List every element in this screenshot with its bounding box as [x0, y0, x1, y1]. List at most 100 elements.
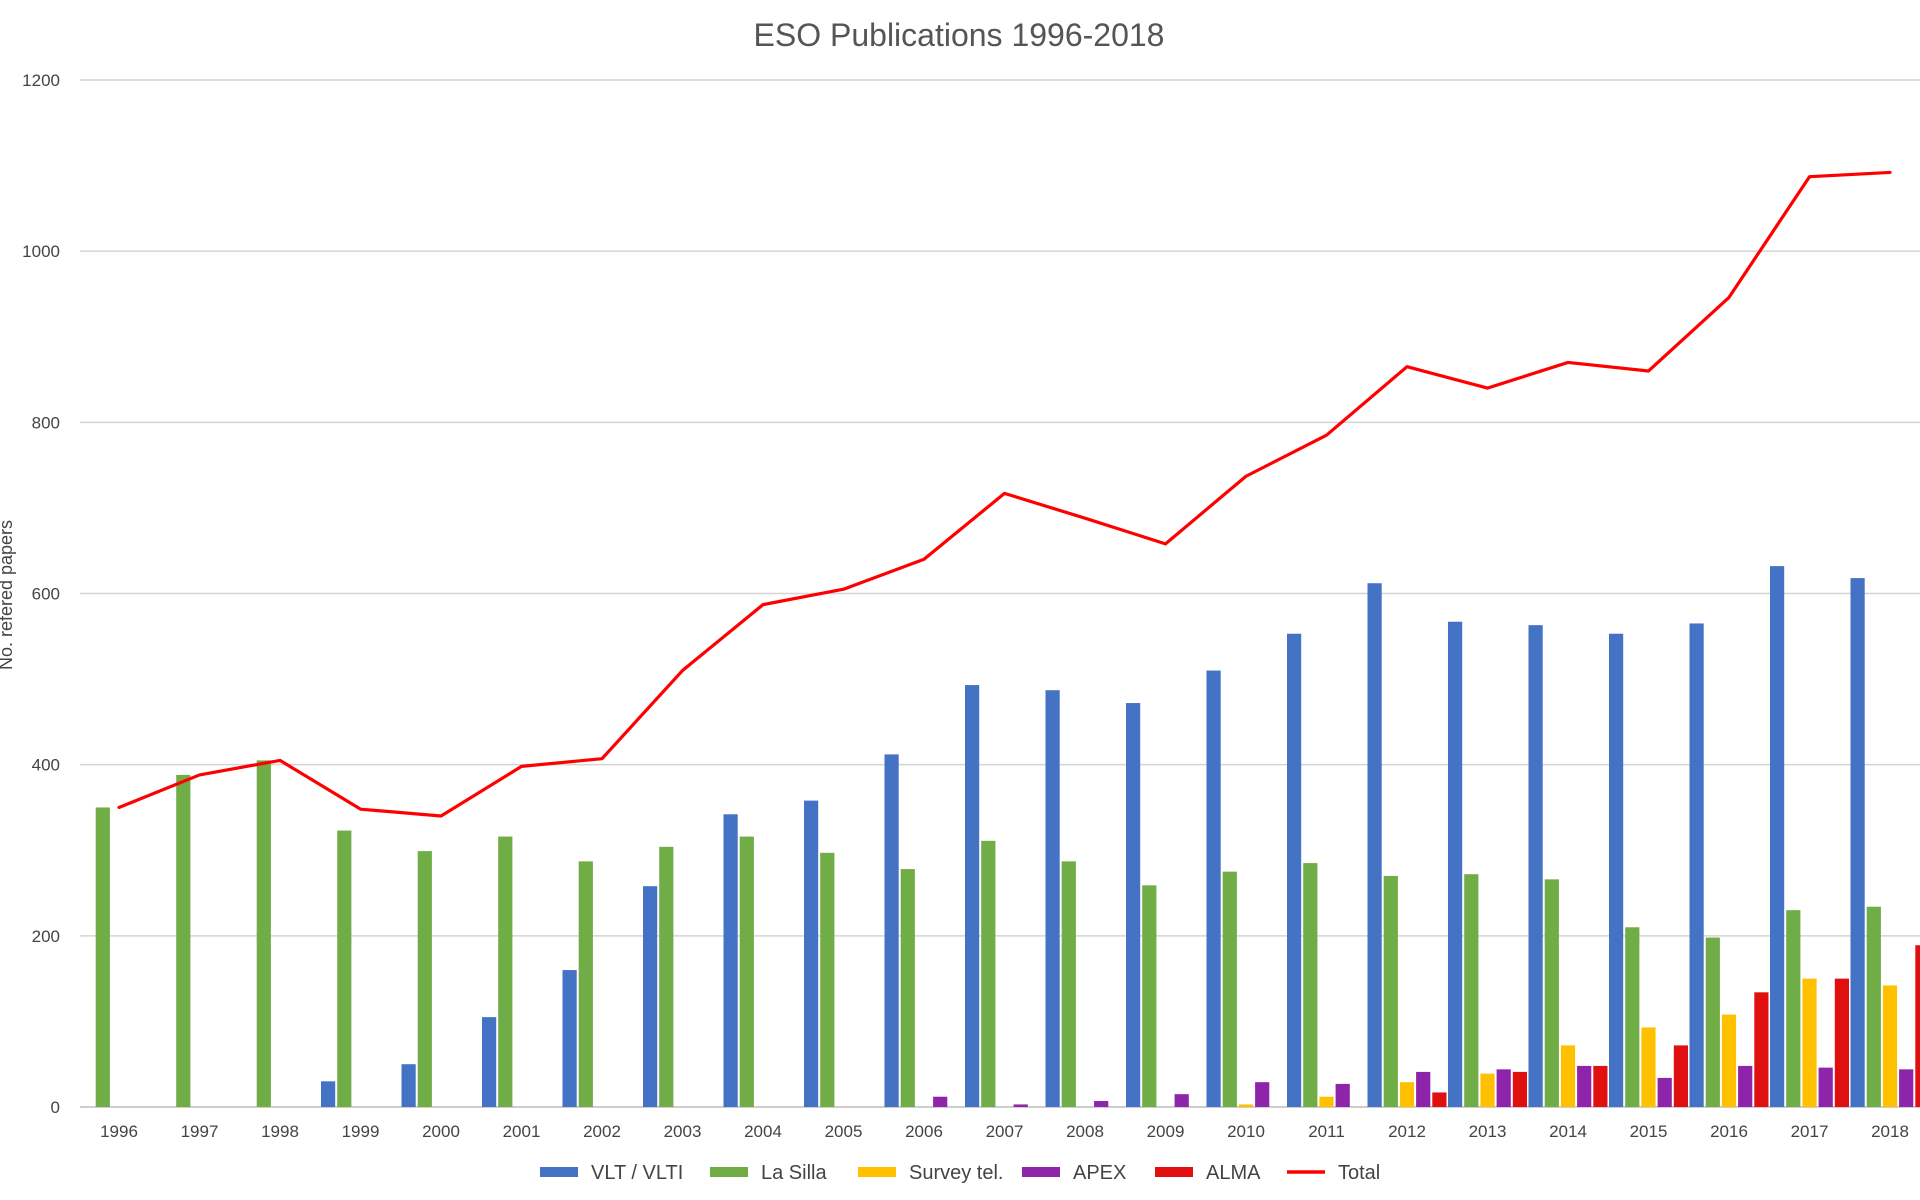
x-tick-label: 2009 — [1147, 1122, 1185, 1141]
bar-apex-2013 — [1496, 1069, 1511, 1107]
x-tick-label: 2013 — [1469, 1122, 1507, 1141]
bar-alma-2015 — [1673, 1045, 1688, 1107]
bar-vlt-vlti-2016 — [1689, 623, 1704, 1107]
bar-la-silla-2001 — [498, 836, 513, 1107]
bar-la-silla-2010 — [1222, 871, 1237, 1107]
bar-vlt-vlti-2014 — [1528, 625, 1543, 1107]
bar-la-silla-2008 — [1061, 861, 1076, 1107]
legend-label: Survey tel. — [909, 1162, 1003, 1184]
x-tick-label: 2014 — [1549, 1122, 1587, 1141]
x-axis-ticks: 1996 1997 1998 1999 2000 2001 2002 2003 2004 2005… — [100, 1122, 1909, 1141]
bar-survey-tel--2010 — [1238, 1104, 1254, 1107]
bar-survey-tel--2014 — [1560, 1045, 1576, 1107]
bar-la-silla-2011 — [1303, 863, 1318, 1107]
bar-apex-2007 — [1013, 1104, 1028, 1107]
chart-title: ESO Publications 1996-2018 — [754, 17, 1165, 53]
bar-apex-2010 — [1255, 1082, 1270, 1107]
x-tick-label: 2000 — [422, 1122, 460, 1141]
legend: VLT / VLTI La Silla Survey tel. APEX ALMA Tot… — [540, 1162, 1380, 1184]
legend-item-la-silla: La Silla — [710, 1162, 827, 1184]
bar-survey-tel--2012 — [1399, 1082, 1415, 1107]
x-tick-label: 1999 — [342, 1122, 380, 1141]
bar-la-silla-2000 — [417, 851, 432, 1107]
y-axis-ticks: 0 200 400 600 800 1000 1200 — [22, 71, 60, 1117]
x-tick-label: 2010 — [1227, 1122, 1265, 1141]
legend-item-alma: ALMA — [1155, 1162, 1261, 1184]
bar-apex-2008 — [1094, 1101, 1109, 1107]
bar-vlt-vlti-1999 — [321, 1081, 336, 1107]
bar-vlt-vlti-2006 — [884, 754, 899, 1107]
x-tick-label: 2018 — [1871, 1122, 1909, 1141]
legend-label: VLT / VLTI — [591, 1162, 683, 1184]
bar-la-silla-2013 — [1464, 874, 1479, 1107]
bar-apex-2014 — [1577, 1065, 1592, 1107]
bar-la-silla-2004 — [739, 836, 754, 1107]
y-axis-label: No. refered papers — [0, 520, 16, 670]
x-tick-label: 2016 — [1710, 1122, 1748, 1141]
line-total — [117, 170, 1892, 818]
bar-vlt-vlti-2008 — [1045, 690, 1060, 1107]
bar-vlt-vlti-2013 — [1448, 621, 1463, 1107]
legend-label: La Silla — [761, 1162, 827, 1184]
bar-alma-2014 — [1593, 1065, 1608, 1107]
x-tick-label: 1996 — [100, 1122, 138, 1141]
legend-item-vlt-vlti: VLT / VLTI — [540, 1162, 683, 1184]
bar-la-silla-2014 — [1544, 879, 1559, 1107]
legend-item-apex: APEX — [1022, 1162, 1126, 1184]
y-tick-label: 1200 — [22, 71, 60, 90]
total-line — [117, 170, 1892, 818]
bar-la-silla-2015 — [1625, 927, 1640, 1107]
bar-vlt-vlti-2009 — [1126, 703, 1141, 1107]
bar-la-silla-2012 — [1383, 875, 1398, 1107]
bar-vlt-vlti-2000 — [401, 1064, 416, 1107]
bar-vlt-vlti-2004 — [723, 814, 738, 1107]
bar-survey-tel--2011 — [1319, 1096, 1334, 1107]
bar-la-silla-1999 — [337, 830, 352, 1107]
bar-survey-tel--2013 — [1480, 1073, 1495, 1107]
y-tick-label: 800 — [32, 413, 60, 432]
bar-vlt-vlti-2007 — [965, 685, 980, 1107]
x-tick-label: 2003 — [664, 1122, 702, 1141]
bar-la-silla-2016 — [1705, 937, 1720, 1107]
x-tick-label: 2007 — [986, 1122, 1024, 1141]
legend-swatch — [710, 1167, 748, 1177]
x-tick-label: 1997 — [181, 1122, 219, 1141]
bar-vlt-vlti-2011 — [1287, 633, 1302, 1107]
legend-label: Total — [1338, 1162, 1380, 1184]
bar-la-silla-2017 — [1786, 910, 1801, 1107]
bar-vlt-vlti-2010 — [1206, 670, 1221, 1107]
legend-swatch — [1155, 1167, 1193, 1177]
bar-vlt-vlti-2001 — [482, 1017, 497, 1107]
bar-apex-2011 — [1335, 1083, 1350, 1107]
bar-vlt-vlti-2012 — [1367, 583, 1382, 1107]
y-tick-label: 600 — [32, 585, 60, 604]
bar-apex-2006 — [933, 1096, 948, 1107]
bar-survey-tel--2015 — [1641, 1027, 1656, 1107]
bar-alma-2017 — [1834, 978, 1849, 1107]
bar-la-silla-2018 — [1866, 906, 1881, 1107]
bar-vlt-vlti-2017 — [1770, 566, 1785, 1107]
legend-item-total: Total — [1287, 1162, 1380, 1184]
bar-apex-2018 — [1899, 1069, 1914, 1107]
x-tick-label: 2005 — [825, 1122, 863, 1141]
bar-apex-2012 — [1416, 1071, 1431, 1107]
x-tick-label: 2004 — [744, 1122, 782, 1141]
bar-survey-tel--2018 — [1882, 985, 1898, 1107]
bar-vlt-vlti-2003 — [643, 886, 658, 1107]
legend-swatch — [540, 1167, 578, 1177]
bar-apex-2009 — [1174, 1094, 1189, 1107]
bar-la-silla-2005 — [820, 852, 835, 1107]
bar-alma-2012 — [1432, 1092, 1447, 1107]
x-tick-label: 1998 — [261, 1122, 299, 1141]
bar-la-silla-2007 — [981, 840, 996, 1107]
legend-label: APEX — [1073, 1162, 1126, 1184]
gridlines — [80, 79, 1920, 1108]
x-tick-label: 2011 — [1308, 1122, 1345, 1141]
bar-alma-2016 — [1754, 992, 1769, 1107]
bar-la-silla-1996 — [95, 807, 110, 1107]
legend-label: ALMA — [1206, 1162, 1261, 1184]
bar-alma-2018 — [1915, 945, 1920, 1107]
bar-la-silla-2003 — [659, 846, 674, 1107]
